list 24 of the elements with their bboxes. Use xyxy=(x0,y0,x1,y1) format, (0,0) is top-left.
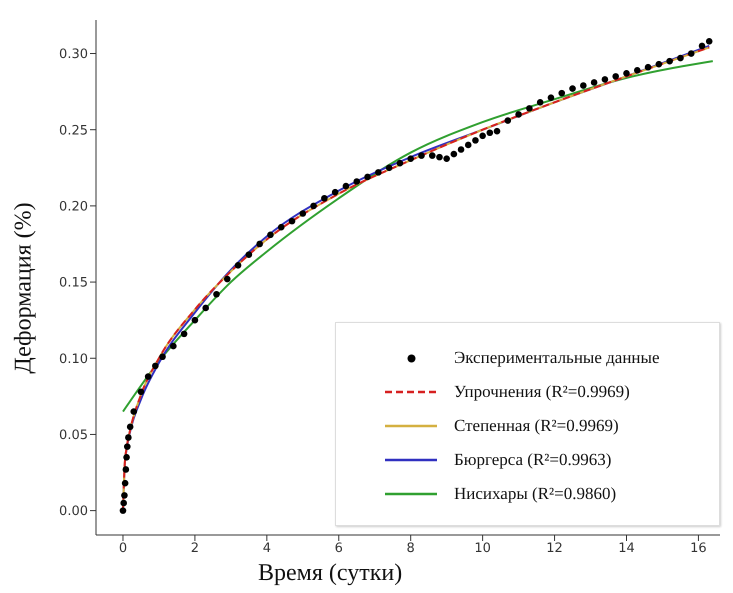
y-tick-label: 0.20 xyxy=(59,200,88,215)
y-tick-label: 0.15 xyxy=(59,276,88,291)
x-tick-label: 16 xyxy=(690,541,707,556)
legend-label: Степенная (R²=0.9969) xyxy=(454,416,619,436)
x-tick-label: 4 xyxy=(262,541,271,556)
x-tick-label: 2 xyxy=(190,541,200,556)
x-tick-label: 6 xyxy=(334,541,343,556)
x-axis-title: Время (сутки) xyxy=(258,560,402,587)
x-tick-label: 10 xyxy=(474,541,491,556)
line-series xyxy=(122,60,714,413)
y-tick-label: 0.30 xyxy=(59,47,88,62)
y-tick-label: 0.10 xyxy=(59,352,88,367)
y-tick-label: 0.00 xyxy=(59,504,88,520)
legend-label: Бюргерса (R²=0.9963) xyxy=(454,450,612,470)
legend-label: Упрочнения (R²=0.9969) xyxy=(454,382,630,402)
y-tick-label: 0.25 xyxy=(59,123,88,138)
y-tick-label: 0.05 xyxy=(59,428,88,444)
x-tick-label: 8 xyxy=(406,541,415,556)
x-tick-label: 0 xyxy=(118,541,128,556)
x-tick-label: 12 xyxy=(546,541,563,556)
y-axis-title: Деформация (%) xyxy=(10,202,38,374)
legend-label: Нисихары (R²=0.9860) xyxy=(454,484,616,504)
legend-label: Экспериментальные данные xyxy=(454,348,660,368)
x-tick-label: 14 xyxy=(618,541,635,556)
